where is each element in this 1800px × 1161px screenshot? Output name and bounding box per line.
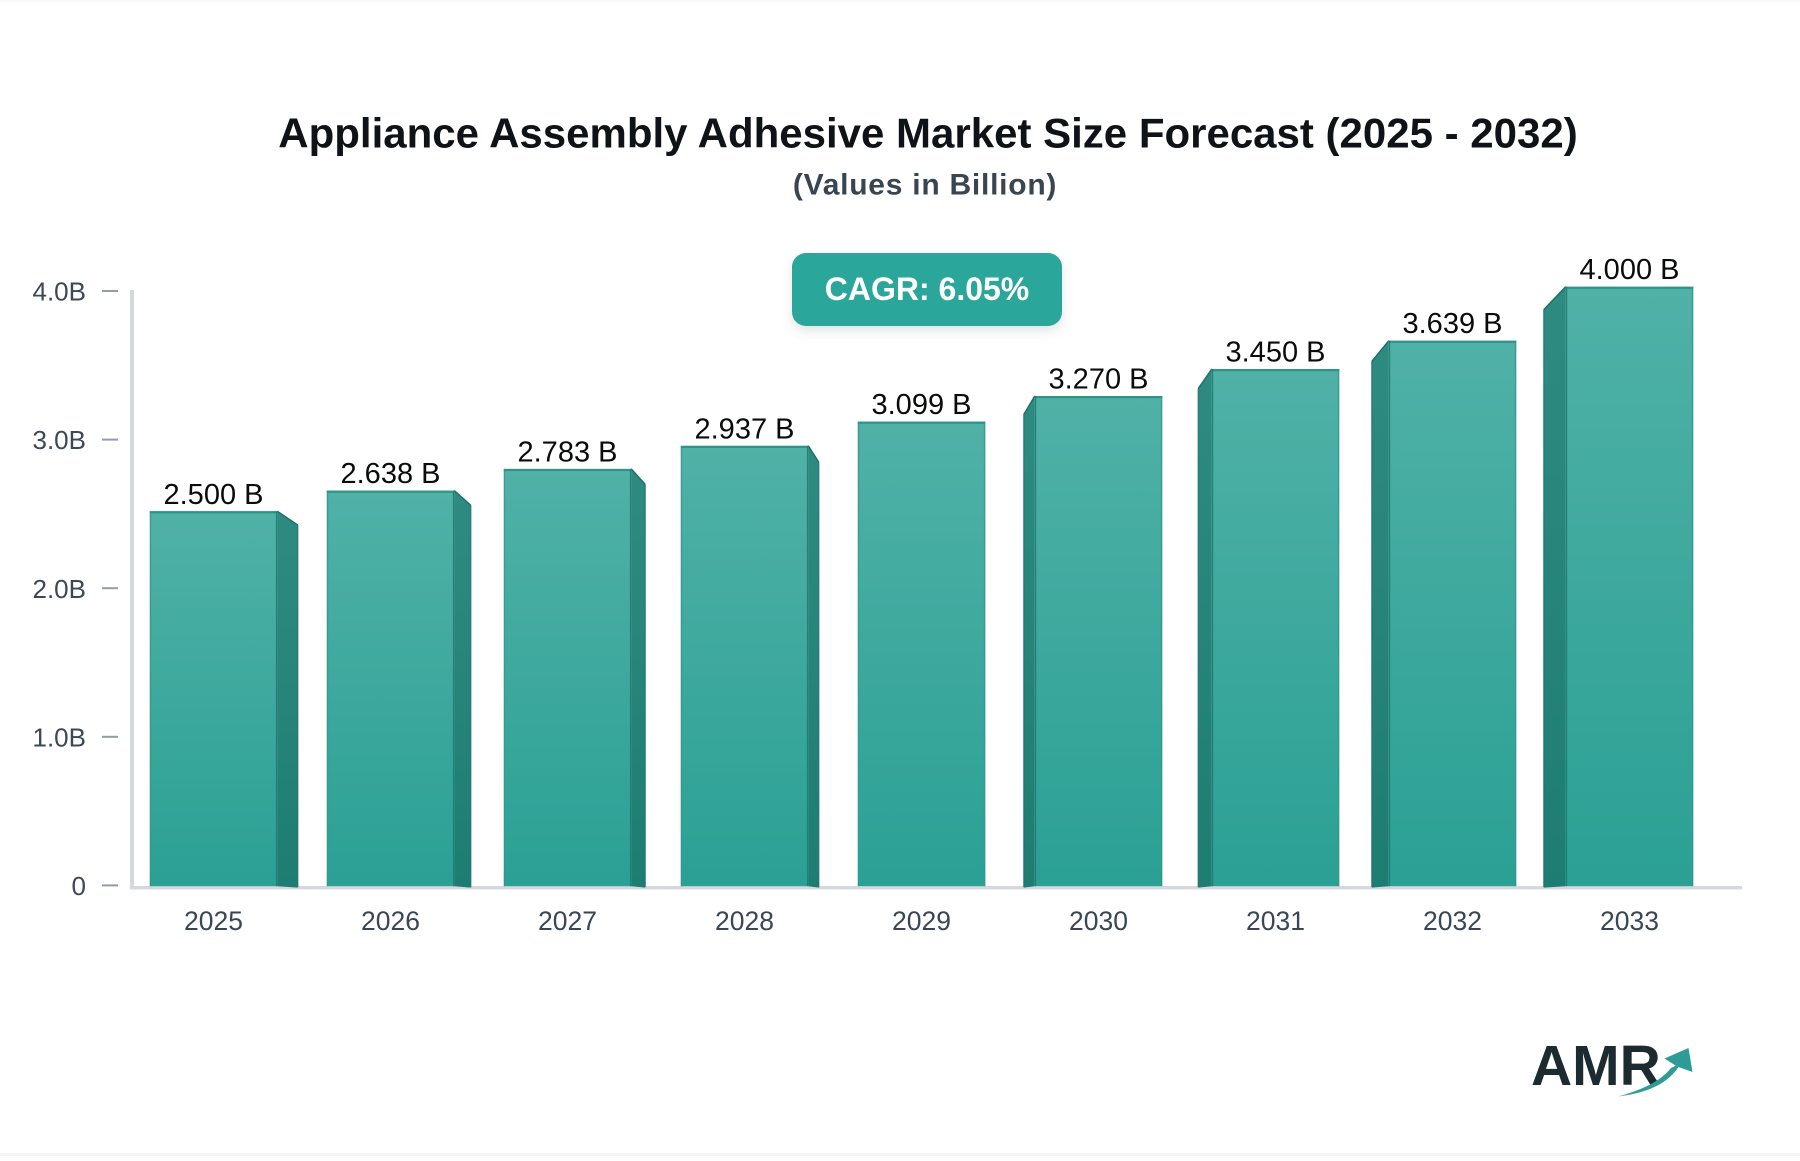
- svg-text:2027: 2027: [538, 906, 597, 936]
- svg-text:2029: 2029: [892, 906, 951, 936]
- svg-text:2.500 B: 2.500 B: [164, 479, 264, 511]
- svg-text:2025: 2025: [184, 906, 243, 936]
- svg-text:2032: 2032: [1423, 906, 1482, 936]
- svg-text:Appliance Assembly Adhesive Ma: Appliance Assembly Adhesive Market Size …: [278, 110, 1577, 157]
- svg-text:3.270 B: 3.270 B: [1049, 364, 1149, 396]
- svg-text:CAGR: 6.05%: CAGR: 6.05%: [825, 271, 1030, 307]
- svg-text:2.0B: 2.0B: [33, 574, 87, 604]
- svg-text:3.099 B: 3.099 B: [872, 389, 972, 421]
- svg-text:2.638 B: 2.638 B: [341, 458, 441, 490]
- svg-text:(Values in Billion): (Values in Billion): [793, 168, 1057, 201]
- svg-text:2028: 2028: [715, 906, 774, 936]
- svg-text:2.937 B: 2.937 B: [695, 413, 795, 445]
- svg-text:1.0B: 1.0B: [33, 722, 87, 752]
- svg-text:AMR: AMR: [1531, 1034, 1661, 1098]
- svg-text:4.000 B: 4.000 B: [1580, 254, 1680, 286]
- svg-text:2030: 2030: [1069, 906, 1128, 936]
- svg-text:2026: 2026: [361, 906, 420, 936]
- svg-text:3.0B: 3.0B: [33, 425, 87, 455]
- svg-text:0: 0: [72, 871, 86, 901]
- svg-text:3.450 B: 3.450 B: [1226, 337, 1326, 369]
- svg-text:4.0B: 4.0B: [33, 277, 87, 307]
- svg-text:3.639 B: 3.639 B: [1403, 308, 1503, 340]
- svg-text:2.783 B: 2.783 B: [518, 436, 618, 468]
- svg-text:2031: 2031: [1246, 906, 1305, 936]
- svg-text:2033: 2033: [1600, 906, 1659, 936]
